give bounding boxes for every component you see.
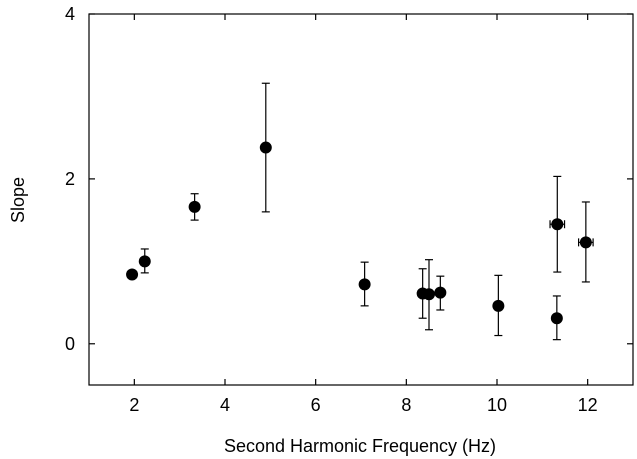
data-point bbox=[549, 175, 566, 273]
data-marker bbox=[126, 268, 139, 281]
data-marker bbox=[138, 255, 151, 268]
data-point bbox=[423, 259, 435, 331]
x-tick-label: 10 bbox=[487, 395, 507, 415]
data-marker bbox=[551, 218, 564, 231]
data-marker bbox=[579, 236, 592, 249]
data-marker bbox=[259, 141, 272, 154]
data-point bbox=[259, 82, 272, 213]
data-point bbox=[434, 275, 447, 311]
data-marker bbox=[492, 299, 505, 312]
data-point bbox=[188, 193, 201, 221]
data-point bbox=[358, 261, 371, 307]
data-marker bbox=[358, 278, 371, 291]
data-marker bbox=[423, 288, 435, 301]
data-marker bbox=[188, 200, 201, 213]
y-tick-label: 0 bbox=[65, 334, 75, 354]
data-point bbox=[577, 201, 594, 283]
x-axis-title: Second Harmonic Frequency (Hz) bbox=[224, 436, 496, 456]
data-point bbox=[138, 248, 151, 274]
x-axis-ticks: 2 4 6 8 10 12 bbox=[129, 14, 598, 415]
data-point bbox=[550, 295, 563, 341]
x-tick-label: 8 bbox=[401, 395, 411, 415]
y-tick-label: 4 bbox=[65, 4, 75, 24]
data-points bbox=[126, 82, 594, 341]
y-tick-label: 2 bbox=[65, 169, 75, 189]
y-axis-ticks: 0 2 4 bbox=[65, 4, 633, 354]
data-point bbox=[126, 268, 139, 281]
x-tick-label: 12 bbox=[578, 395, 598, 415]
x-tick-label: 6 bbox=[311, 395, 321, 415]
y-axis-title: Slope bbox=[8, 177, 28, 223]
data-marker bbox=[434, 286, 447, 299]
plot-frame bbox=[88, 13, 634, 386]
x-tick-label: 4 bbox=[220, 395, 230, 415]
x-tick-label: 2 bbox=[129, 395, 139, 415]
data-point bbox=[492, 274, 505, 337]
data-marker bbox=[550, 312, 563, 325]
